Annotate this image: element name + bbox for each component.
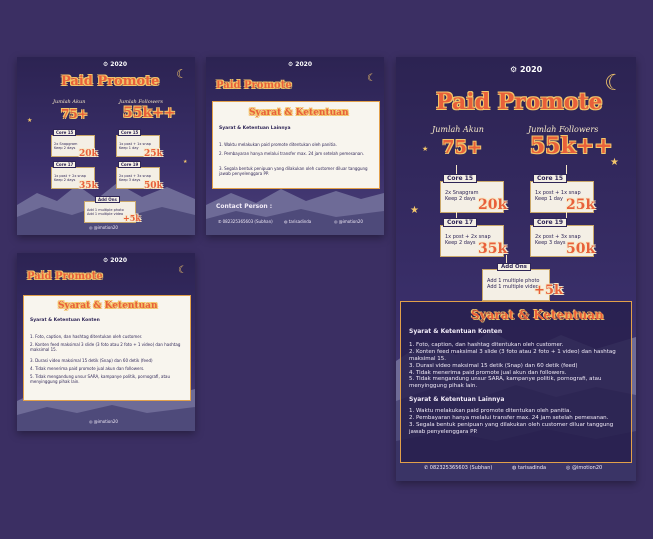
stat-account-label: Jumlah Akun: [53, 99, 86, 105]
contact-instagram: ◎ @imotion20: [334, 219, 363, 224]
terms-konten-item: 5. Tidak mengandung unsur SARA, kampanye…: [409, 376, 602, 390]
panel-paid-promote-small: ⚙ 2020 Paid Promote ☾ Jumlah Akun Jumlah…: [17, 57, 195, 235]
contact-instagram: ◎ @imotion20: [566, 465, 603, 471]
page-title: Paid Promote: [216, 80, 292, 91]
package-card: Core 15 2x Snapgram Keep 2 days: [51, 129, 95, 157]
package-price: 25k: [566, 197, 596, 213]
package-price: 35k: [79, 181, 98, 191]
terms-lainnya-item: 1. Waktu melakukan paid promote ditentuk…: [409, 408, 572, 414]
package-price: 35k: [478, 241, 508, 257]
panel-terms-konten: ⚙ 2020 Paid Promote ☾ Syarat & Ketentuan…: [17, 253, 195, 431]
addon-card: Add Ons Add 1 multiple photo Add 1 multip…: [84, 196, 136, 223]
terms-konten-item: 1. Foto, caption, dan hashtag ditentukan…: [30, 334, 143, 339]
terms-konten-heading: Syarat & Ketentuan Konten: [409, 328, 503, 335]
stat-account-value: 75+: [442, 137, 483, 158]
terms-lainnya-item: 1. Waktu melakukan paid promote ditentuk…: [219, 142, 337, 147]
terms-lainnya-item: 3. Segala bentuk penipuan yang dilakukan…: [409, 421, 614, 435]
stat-followers-label: Jumlah Followers: [119, 99, 163, 105]
instagram-handle: ◎ @imotion20: [89, 225, 118, 230]
contact-whatsapp: ✆ 082325365603 (Subhan): [424, 465, 493, 471]
terms-title: Syarat & Ketentuan: [249, 108, 349, 118]
terms-card: Syarat & Ketentuan Syarat & Ketentuan La…: [212, 101, 380, 189]
stat-account-label: Jumlah Akun: [432, 125, 484, 134]
package-card: Core 19 2x post + 3x snap Keep 3 days: [530, 218, 594, 257]
logo: ⚙ 2020: [287, 61, 312, 68]
moon-icon: ☾: [367, 73, 376, 84]
package-card: Core 15 1x post + 1x snap Keep 1 day: [530, 174, 594, 213]
contact-line: ◍ tarisadinda: [512, 465, 547, 471]
terms-title: Syarat & Ketentuan: [58, 301, 158, 311]
logo: ⚙ 2020: [102, 257, 127, 264]
logo: ⚙ 2020: [102, 61, 127, 68]
connector-line: [566, 165, 567, 179]
terms-card: Syarat & Ketentuan Syarat & Ketentuan Ko…: [23, 295, 191, 401]
terms-konten-list: 1. Foto, caption, dan hashtag ditentukan…: [409, 342, 625, 390]
page-title: Paid Promote: [436, 89, 603, 115]
addon-price: +5k: [534, 283, 563, 298]
package-card: Core 17 1x post + 2x snap Keep 2 days: [440, 218, 504, 257]
terms-lainnya-item: 3. Segala bentuk penipuan yang dilakukan…: [219, 166, 368, 176]
terms-lainnya-heading: Syarat & Ketentuan Lainnya: [219, 126, 291, 131]
stat-followers-value: 55k++: [123, 105, 176, 121]
terms-lainnya-item: 2. Pembayaran hanya melalui transfer max…: [219, 151, 365, 156]
stat-followers-label: Jumlah Followers: [528, 125, 599, 134]
moon-icon: ☾: [176, 67, 187, 81]
star-icon: ★: [27, 117, 33, 124]
terms-konten-item: 4. Tidak menerima paid promote jual akun…: [30, 366, 145, 371]
terms-konten-item: 3. Durasi video maksimal 15 detik (Snap)…: [409, 362, 578, 369]
package-card: Core 17 1x post + 2x snap Keep 2 days: [51, 161, 95, 189]
package-card: Core 15 2x Snapgram Keep 2 days: [440, 174, 504, 213]
star-icon: ★: [183, 159, 188, 165]
package-price: 50k: [144, 181, 163, 191]
package-price: 50k: [566, 241, 596, 257]
mountain-silhouette: [206, 189, 384, 235]
connector-line: [506, 255, 507, 269]
package-price: 25k: [144, 149, 163, 159]
connector-line: [456, 165, 457, 179]
terms-title: Syarat & Ketentuan: [471, 308, 604, 322]
page-title: Paid Promote: [61, 74, 160, 89]
package-card: Core 19 2x post + 3x snap Keep 3 days: [116, 161, 160, 189]
terms-lainnya-item: 2. Pembayaran hanya melalui transfer max…: [409, 414, 609, 421]
instagram-handle: ◎ @imotion20: [89, 419, 118, 424]
logo: ⚙ 2020: [510, 65, 543, 74]
star-icon: ★: [610, 157, 619, 168]
panel-terms-lainnya: ⚙ 2020 Paid Promote ☾ Syarat & Ketentuan…: [206, 57, 384, 235]
contact-heading: Contact Person :: [216, 203, 273, 210]
package-price: 20k: [478, 197, 508, 213]
terms-konten-item: 2. Konten feed maksimal 3 slide (3 foto …: [30, 342, 181, 352]
terms-konten-item: 2. Konten feed maksimal 3 slide (3 foto …: [409, 348, 616, 362]
star-icon: ★: [422, 145, 429, 153]
moon-icon: ☾: [178, 265, 187, 276]
panel-paid-promote-large: ⚙ 2020 ☾ Paid Promote Jumlah Akun Jumlah…: [396, 57, 636, 481]
terms-konten-item: 5. Tidak mengandung unsur SARA, kampanye…: [30, 374, 170, 384]
terms-lainnya-list: 1. Waktu melakukan paid promote ditentuk…: [409, 408, 625, 436]
page-title: Paid Promote: [27, 271, 103, 282]
contact-whatsapp: ✆ 082325365603 (Subhan): [218, 219, 273, 224]
addon-price: +5k: [123, 213, 141, 223]
stat-account-value: 75+: [61, 107, 88, 121]
package-price: 20k: [79, 149, 98, 159]
stat-followers-value: 55k++: [530, 133, 613, 159]
terms-konten-heading: Syarat & Ketentuan Konten: [30, 318, 100, 323]
terms-konten-item: 3. Durasi video maksimal 15 detik (Snap)…: [30, 358, 153, 363]
contact-line: ◍ tarisadinda: [284, 219, 312, 224]
terms-box: Syarat & Ketentuan Syarat & Ketentuan Ko…: [400, 301, 632, 463]
package-card: Core 15 1x post + 1x snap Keep 1 day: [116, 129, 160, 157]
star-icon: ★: [410, 205, 419, 216]
mountain-silhouette: [17, 183, 195, 235]
addon-card: Add Ons Add 1 multiple photo Add 1 multip…: [482, 263, 550, 301]
terms-konten-item: 1. Foto, caption, dan hashtag ditentukan…: [409, 342, 564, 348]
terms-konten-item: 4. Tidak menerima paid promote jual akun…: [409, 369, 567, 376]
terms-lainnya-heading: Syarat & Ketentuan Lainnya: [409, 396, 505, 403]
moon-icon: ☾: [604, 71, 624, 96]
